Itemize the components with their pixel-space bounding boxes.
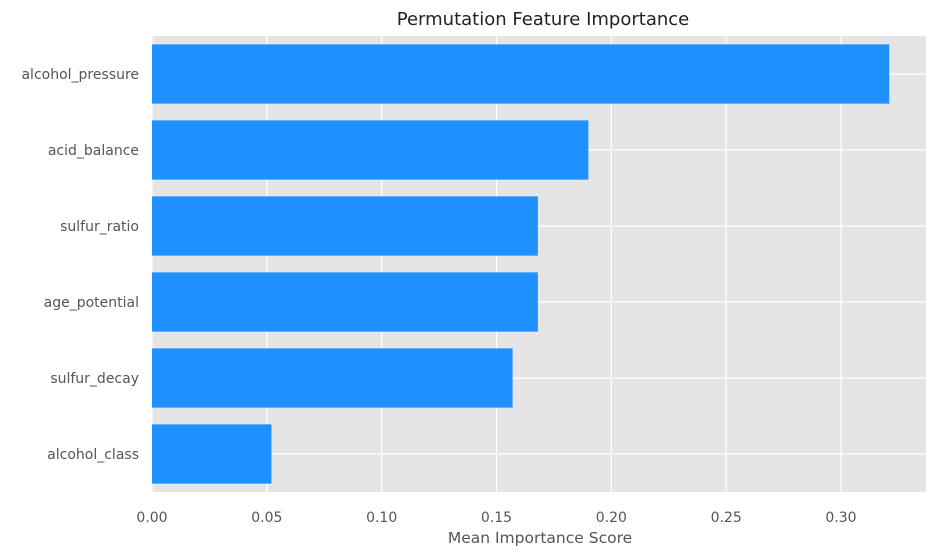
y-tick-label: acid_balance (48, 143, 139, 159)
x-tick-label: 0.10 (366, 510, 397, 526)
x-tick-label: 0.00 (136, 510, 167, 526)
x-tick-label: 0.15 (481, 510, 512, 526)
y-tick-label: sulfur_decay (50, 371, 139, 387)
y-tick-label: alcohol_pressure (21, 67, 139, 83)
x-tick-label: 0.20 (596, 510, 627, 526)
bar-alcohol-pressure (152, 44, 890, 104)
y-tick-label: alcohol_class (47, 447, 139, 463)
x-tick-label: 0.25 (711, 510, 742, 526)
y-tick-labels: alcohol_pressure acid_balance sulfur_ratio… (21, 67, 139, 463)
bar-alcohol-class (152, 424, 272, 484)
bar-sulfur-decay (152, 348, 513, 408)
chart-title: Permutation Feature Importance (397, 9, 690, 30)
x-axis-label: Mean Importance Score (448, 529, 632, 547)
bars (152, 44, 890, 484)
y-tick-label: age_potential (44, 295, 139, 311)
bar-acid-balance (152, 120, 589, 180)
x-tick-label: 0.30 (825, 510, 856, 526)
x-tick-label: 0.05 (251, 510, 282, 526)
plot-background (152, 36, 926, 492)
bar-age-potential (152, 272, 538, 332)
y-tick-label: sulfur_ratio (60, 219, 139, 235)
bar-sulfur-ratio (152, 196, 538, 256)
x-tick-labels: 0.00 0.05 0.10 0.15 0.20 0.25 0.30 (136, 510, 856, 526)
